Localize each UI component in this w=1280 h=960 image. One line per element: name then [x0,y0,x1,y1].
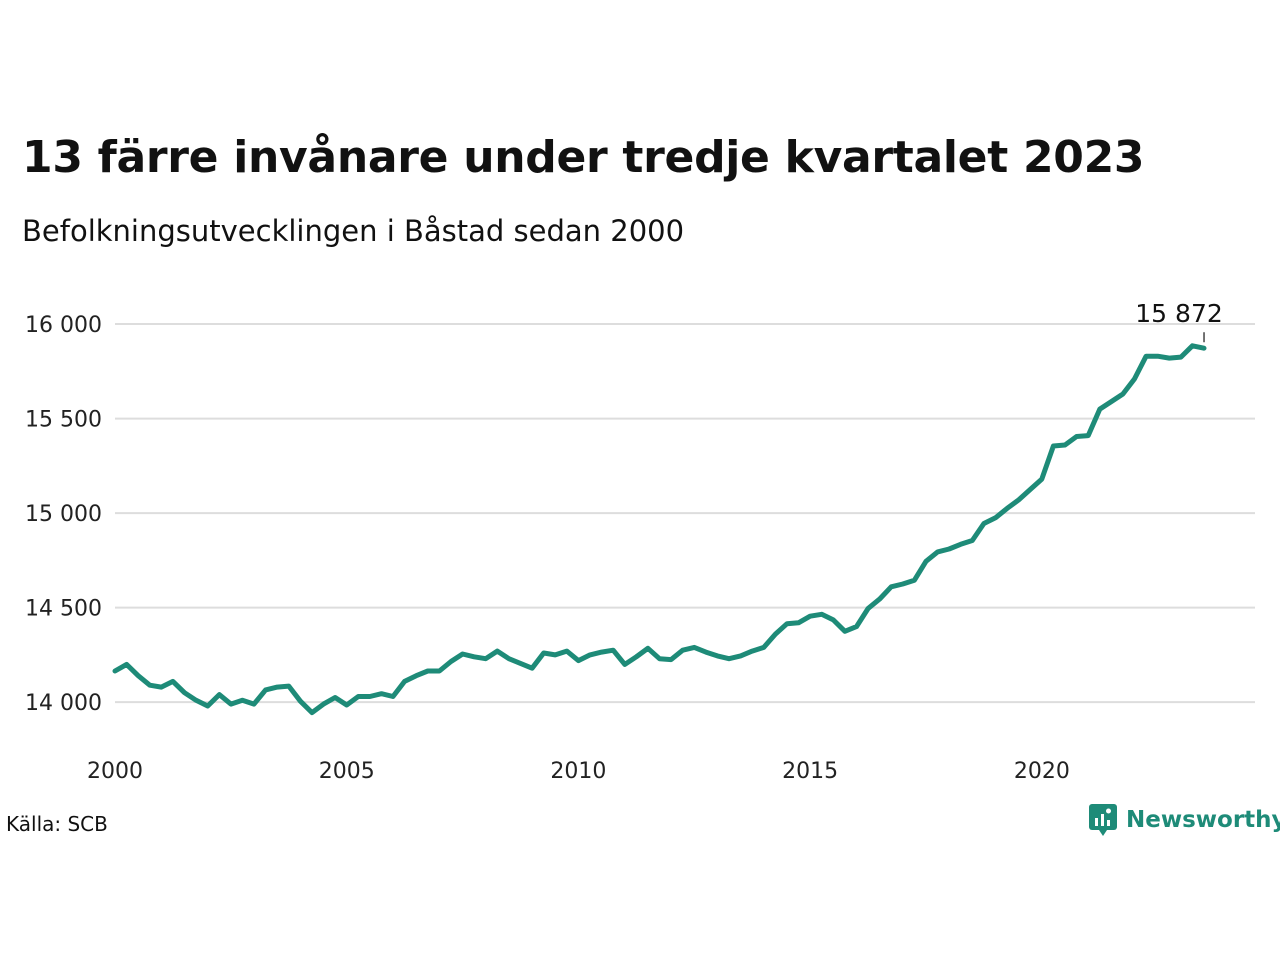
y-axis: 14 000 14 500 15 000 15 500 16 000 [25,313,102,716]
y-tick-label: 14 000 [25,691,102,716]
x-tick-label: 2010 [550,759,606,784]
chart-subtitle: Befolkningsutvecklingen i Båstad sedan 2… [22,214,685,248]
brand-name: Newsworthy [1126,807,1280,833]
y-tick-label: 15 000 [25,502,102,527]
grid-lines [115,323,1255,704]
source-note: Källa: SCB [6,812,108,836]
x-tick-label: 2000 [87,759,143,784]
newsworthy-logo-icon [1089,804,1117,836]
y-tick-label: 14 500 [25,597,102,622]
x-tick-label: 2015 [782,759,838,784]
y-tick-label: 16 000 [25,313,102,338]
x-axis: 2000 2005 2010 2015 2020 [87,759,1070,784]
x-tick-label: 2005 [319,759,375,784]
end-value-label: 15 872 [1135,299,1222,328]
chart-title: 13 färre invånare under tredje kvartalet… [22,132,1145,183]
y-tick-label: 15 500 [25,408,102,433]
series-line [112,343,1207,716]
x-tick-label: 2020 [1014,759,1070,784]
brand-logo: Newsworthy [1088,803,1280,837]
